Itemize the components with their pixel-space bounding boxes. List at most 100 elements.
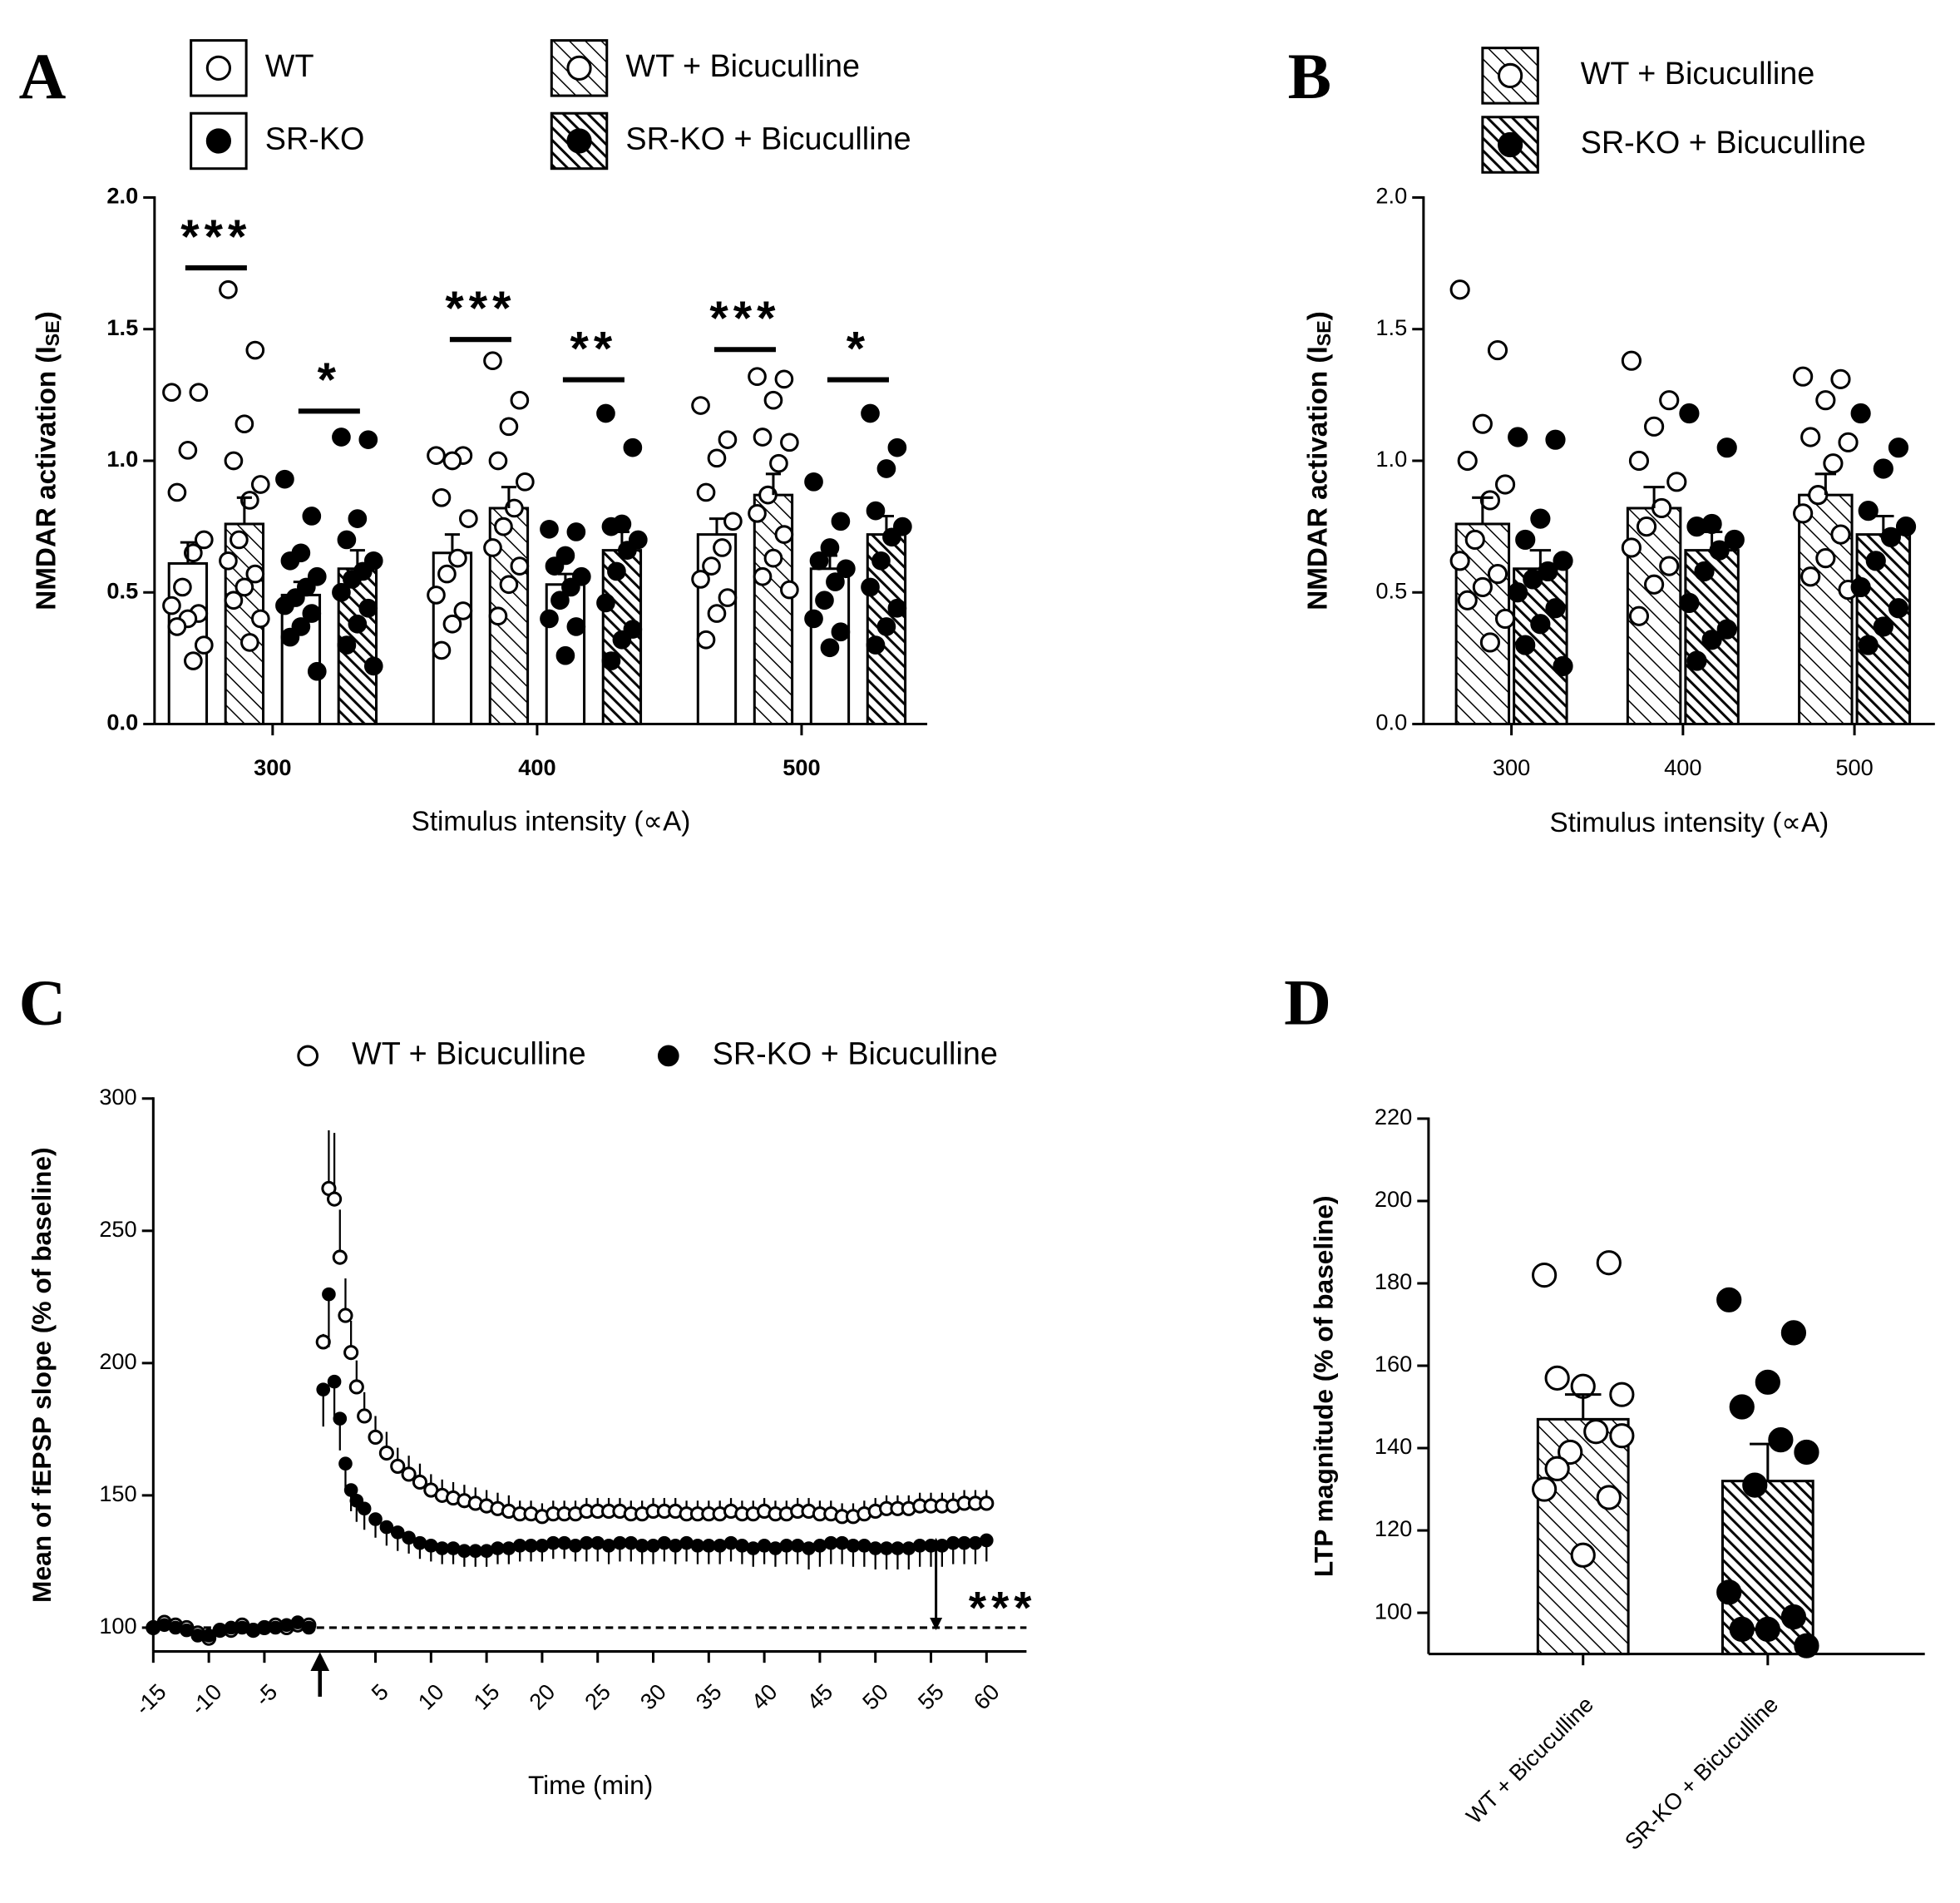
data-point bbox=[1515, 635, 1536, 655]
data-point bbox=[1508, 582, 1528, 603]
data-point bbox=[368, 1512, 383, 1526]
data-point bbox=[168, 1620, 183, 1635]
y-axis-label-sub: SE bbox=[1313, 320, 1335, 346]
data-point bbox=[774, 369, 794, 389]
data-point bbox=[1701, 630, 1722, 650]
y-tick-label: 1.5 bbox=[1375, 314, 1407, 340]
data-point bbox=[1888, 598, 1909, 619]
x-tick-label: -10 bbox=[185, 1678, 227, 1720]
data-point bbox=[735, 1539, 749, 1553]
x-axis-label: Stimulus intensity (∝A) bbox=[1550, 808, 1829, 838]
data-point bbox=[1755, 1369, 1780, 1395]
data-point bbox=[1479, 490, 1501, 511]
data-point bbox=[412, 1535, 427, 1550]
y-axis-label: LTP magnitude (% of baseline) bbox=[1308, 1195, 1338, 1577]
x-tick-label: 10 bbox=[412, 1678, 448, 1714]
data-point bbox=[1487, 339, 1508, 361]
y-axis-label: NMDAR activation (ISE) bbox=[1302, 311, 1335, 610]
data-point bbox=[1628, 450, 1650, 472]
y-tick-label: 200 bbox=[1375, 1186, 1412, 1212]
data-point bbox=[1794, 1439, 1819, 1466]
data-point bbox=[368, 1429, 383, 1445]
data-point bbox=[707, 448, 727, 468]
data-point bbox=[180, 1623, 194, 1638]
data-point bbox=[1544, 1456, 1570, 1481]
data-point bbox=[835, 1535, 849, 1550]
data-point bbox=[424, 1539, 438, 1553]
data-point bbox=[1494, 474, 1516, 495]
data-point bbox=[240, 633, 259, 652]
data-point bbox=[613, 1535, 627, 1550]
x-tick-label: 60 bbox=[968, 1678, 1004, 1714]
y-axis-label-text: NMDAR activation (I bbox=[1302, 346, 1333, 610]
data-point bbox=[1858, 501, 1879, 521]
data-point bbox=[505, 498, 524, 518]
data-point bbox=[590, 1535, 605, 1550]
data-point bbox=[774, 525, 794, 544]
y-axis-label-text: NMDAR activation (I bbox=[31, 346, 62, 610]
x-tick-label: 30 bbox=[635, 1678, 671, 1714]
y-tick-label: 300 bbox=[99, 1084, 136, 1110]
data-point bbox=[483, 538, 502, 557]
data-point bbox=[802, 1541, 816, 1555]
data-point bbox=[343, 570, 362, 589]
data-point bbox=[167, 482, 187, 502]
data-point bbox=[871, 551, 891, 571]
data-point bbox=[546, 1535, 560, 1550]
data-point bbox=[1850, 403, 1871, 424]
data-point bbox=[488, 606, 508, 626]
y-tick-label: 2.0 bbox=[106, 183, 138, 209]
data-point bbox=[379, 1520, 394, 1535]
data-point bbox=[338, 1456, 353, 1471]
x-tick-label: 15 bbox=[468, 1678, 504, 1714]
data-point bbox=[757, 1539, 772, 1553]
data-point bbox=[1793, 366, 1814, 387]
data-point bbox=[1621, 537, 1642, 558]
data-point bbox=[1716, 619, 1737, 640]
bar bbox=[1536, 1417, 1630, 1656]
data-point bbox=[1553, 551, 1573, 571]
data-point bbox=[1523, 569, 1543, 590]
data-point bbox=[696, 630, 716, 650]
data-point bbox=[702, 556, 721, 576]
legend-label: WT + Bicuculline bbox=[352, 1036, 586, 1071]
data-point bbox=[790, 1539, 805, 1553]
legend-marker bbox=[205, 128, 232, 154]
legend-label: WT + Bicuculline bbox=[1581, 57, 1815, 91]
data-point bbox=[596, 403, 615, 423]
data-point bbox=[1651, 497, 1672, 519]
data-point bbox=[815, 591, 834, 610]
data-point bbox=[831, 512, 851, 531]
data-point bbox=[713, 538, 732, 557]
data-point bbox=[1659, 556, 1680, 576]
significance-label: *** bbox=[969, 1583, 1037, 1634]
data-point bbox=[333, 1411, 348, 1426]
data-point bbox=[390, 1525, 405, 1540]
data-point bbox=[483, 351, 502, 371]
data-point bbox=[337, 530, 357, 550]
data-point bbox=[1800, 566, 1821, 587]
data-point bbox=[624, 1535, 639, 1550]
data-point bbox=[1621, 350, 1642, 371]
data-point bbox=[634, 1539, 649, 1553]
data-point bbox=[601, 651, 621, 670]
data-point bbox=[887, 598, 907, 618]
data-point bbox=[1793, 503, 1814, 524]
data-point bbox=[746, 1541, 761, 1555]
data-point bbox=[679, 1535, 694, 1550]
y-tick-label: 0.5 bbox=[1375, 577, 1407, 603]
data-point bbox=[1457, 590, 1478, 610]
data-point bbox=[1609, 1423, 1635, 1449]
data-point bbox=[442, 614, 462, 634]
data-point bbox=[343, 1345, 359, 1361]
x-axis-label: Stimulus intensity (∝A) bbox=[412, 807, 691, 838]
data-point bbox=[887, 437, 907, 457]
data-point bbox=[230, 530, 249, 550]
panel-letter: B bbox=[1288, 40, 1331, 112]
data-point bbox=[557, 1535, 571, 1550]
y-axis-label: Mean of fEPSP slope (% of baseline) bbox=[27, 1147, 57, 1603]
legend-label: SR-KO bbox=[265, 121, 365, 156]
data-point bbox=[540, 519, 559, 539]
data-point bbox=[219, 279, 238, 299]
data-point bbox=[275, 469, 294, 489]
